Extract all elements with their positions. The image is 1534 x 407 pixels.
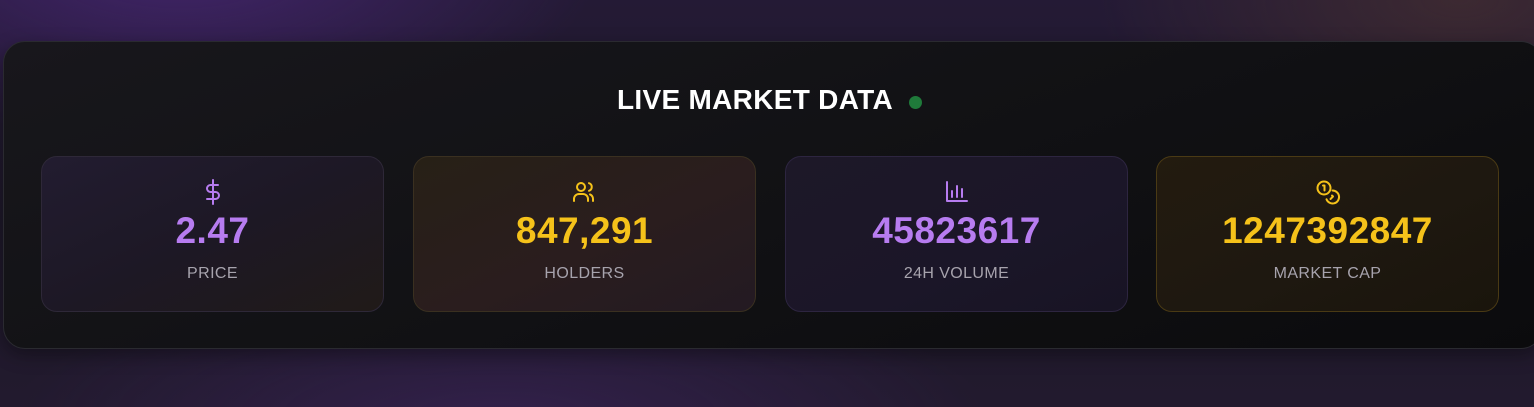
- users-icon: [572, 179, 598, 205]
- bar-chart-icon: [944, 179, 970, 205]
- live-market-panel: LIVE MARKET DATA 2.47 PRICE 847,291 HOLD…: [3, 41, 1534, 349]
- stat-card-price: 2.47 PRICE: [41, 156, 384, 312]
- stat-card-holders: 847,291 HOLDERS: [413, 156, 756, 312]
- coins-icon: [1315, 179, 1341, 205]
- dollar-sign-icon: [200, 179, 226, 205]
- panel-title: LIVE MARKET DATA: [617, 84, 893, 115]
- market-cap-value: 1247392847: [1222, 210, 1433, 251]
- live-status-indicator: [908, 95, 922, 109]
- volume-value: 45823617: [872, 210, 1041, 251]
- holders-value: 847,291: [515, 210, 654, 251]
- holders-label: HOLDERS: [544, 265, 625, 282]
- stat-card-market-cap: 1247392847 MARKET CAP: [1156, 156, 1499, 312]
- price-value: 2.47: [175, 210, 250, 251]
- price-label: PRICE: [187, 265, 238, 282]
- market-cap-label: MARKET CAP: [1273, 265, 1382, 282]
- panel-header: LIVE MARKET DATA: [4, 84, 1534, 116]
- stat-card-volume: 45823617 24H VOLUME: [785, 156, 1128, 312]
- volume-label: 24H VOLUME: [903, 265, 1010, 282]
